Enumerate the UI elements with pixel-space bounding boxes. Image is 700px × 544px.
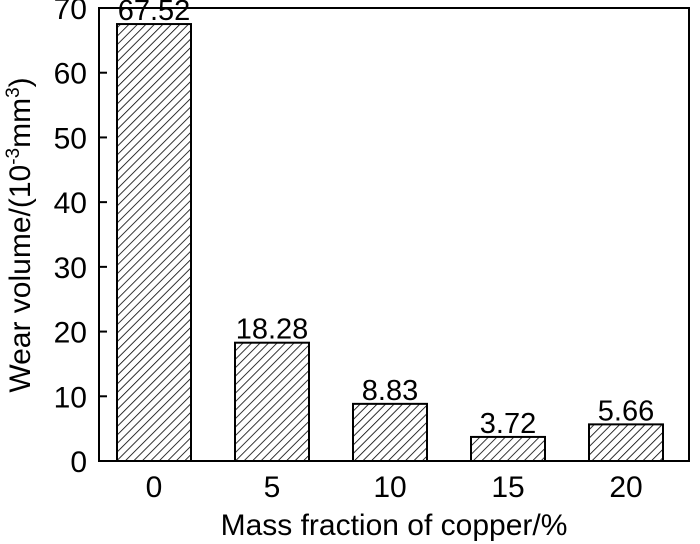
y-axis-label-suffix: ) xyxy=(4,77,37,87)
y-axis-label-unit: mm xyxy=(4,98,37,148)
y-axis-label-exponent-2: 3 xyxy=(3,87,24,98)
y-axis-label: Wear volume/(10-3mm3) xyxy=(3,77,37,392)
bar-value-label: 18.28 xyxy=(236,314,309,346)
bar-value-label: 5.66 xyxy=(598,395,654,427)
x-tick-label: 15 xyxy=(491,471,524,504)
x-tick-label: 10 xyxy=(373,471,406,504)
y-tick-label: 70 xyxy=(54,0,87,26)
bar-value-label: 8.83 xyxy=(362,375,418,407)
y-tick-label: 30 xyxy=(54,252,87,285)
x-tick-label: 5 xyxy=(264,471,281,504)
bar xyxy=(234,341,310,462)
bar xyxy=(470,435,546,463)
y-tick-label: 50 xyxy=(54,122,87,155)
y-axis: 0 10 20 30 40 50 60 70 xyxy=(54,0,107,479)
y-tick-label: 40 xyxy=(54,187,87,220)
bar-value-label: 3.72 xyxy=(480,408,536,440)
x-tick-label: 20 xyxy=(609,471,642,504)
bar xyxy=(116,23,192,463)
x-tick-label: 0 xyxy=(146,471,163,504)
bar xyxy=(352,402,428,463)
x-axis: 0 5 10 15 20 xyxy=(146,453,643,504)
y-axis-label-exponent-1: -3 xyxy=(3,148,24,165)
y-tick-label: 10 xyxy=(54,381,87,414)
bar xyxy=(588,423,664,462)
bars: 67.52 18.28 8.83 3.72 5.66 xyxy=(116,0,664,463)
y-tick-label: 60 xyxy=(54,58,87,91)
y-tick-label: 20 xyxy=(54,317,87,350)
x-axis-label: Mass fraction of copper/% xyxy=(221,509,568,542)
y-tick-label: 0 xyxy=(70,446,87,479)
y-axis-label-prefix: Wear volume/(10 xyxy=(4,165,37,393)
bar-value-label: 67.52 xyxy=(118,0,191,27)
